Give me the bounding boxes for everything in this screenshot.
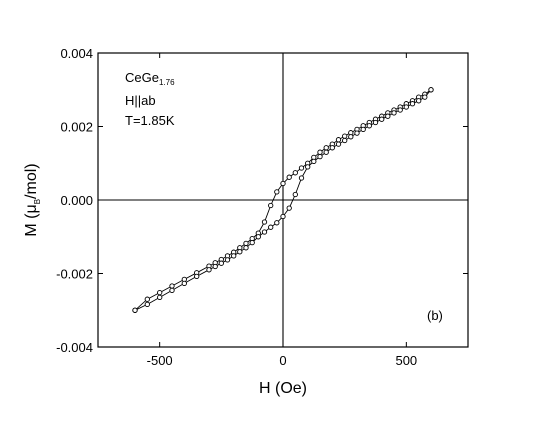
y-tick-label: -0.004 [56,340,93,355]
series-2-point [132,307,138,313]
series-2-point [274,220,280,226]
series-2-point [231,253,237,259]
y-tick-label: 0.000 [60,193,93,208]
series-2-point [144,301,150,308]
series-1-point [157,289,163,296]
series-2-point [243,245,249,251]
series-2-point [157,294,163,301]
series-1-point [298,165,305,171]
series-2-point [403,104,409,110]
annotation-temperature: T=1.85K [125,113,175,128]
series-2-point [422,94,428,100]
series-2-point [268,224,274,230]
annotation-field-direction: H||ab [125,93,156,108]
series-2-point [354,130,360,136]
series-2-point [255,234,261,240]
x-tick-label: 0 [279,353,286,368]
series-2-point [194,273,200,280]
x-axis-title: H (Oe) [259,380,307,397]
y-tick-label: 0.004 [60,46,93,61]
series-2-point [385,113,391,119]
series-2-point [317,153,323,160]
series-2-point [292,191,298,198]
series-2-point [428,87,434,93]
series-2-point [348,134,354,140]
x-tick-label: 500 [395,353,417,368]
series-2-point [249,239,255,246]
series-1-point [274,189,280,195]
series-2-point [286,205,292,211]
series-1-point [342,133,348,139]
series-1-point [317,149,323,155]
series-2-point [360,126,366,133]
series-layer [132,87,434,313]
x-tick-label: -500 [147,353,173,368]
series-1-point [261,219,268,225]
series-2-point [311,158,317,165]
series-2-point [218,260,224,266]
series-1-point [335,137,342,143]
series-2-point [237,249,243,255]
series-2-point [329,145,335,151]
series-2-point [372,119,379,126]
series-1-point [280,180,286,187]
series-2-point [212,263,218,270]
series-2-point [409,101,416,107]
series-1-point [169,283,175,289]
series-2-point [298,175,305,181]
series-2-point [169,287,175,294]
series-2-point [280,213,286,220]
series-2-point [181,280,187,287]
series-2-point [416,98,422,104]
series-2-point [323,149,329,155]
series-1-point [144,296,150,302]
y-tick-label: -0.002 [56,267,93,282]
annotation-compound: CeGe1.76 [125,70,175,87]
series-2-point [305,164,311,170]
series-2-point [224,257,231,263]
series-1-point [243,240,249,247]
series-2-point [342,137,348,144]
y-tick-label: 0.002 [60,120,93,135]
series-2-point [335,141,342,147]
series-1-point [323,145,329,151]
series-2-point [379,116,385,122]
series-2-point [206,267,212,273]
annotation-panel-label: (b) [427,308,443,323]
series-2-point [391,110,397,116]
series-2-point [261,229,268,235]
series-1-point [286,174,292,180]
series-1-point [268,202,274,209]
series-1-point [292,170,298,176]
series-2-point [366,123,372,129]
ticks-layer: -500 0 500 -0.004 -0.002 0.000 0.002 0.004 [56,46,468,368]
y-axis-title: M (μB/mol) [23,163,42,236]
series-2-point [397,107,403,113]
